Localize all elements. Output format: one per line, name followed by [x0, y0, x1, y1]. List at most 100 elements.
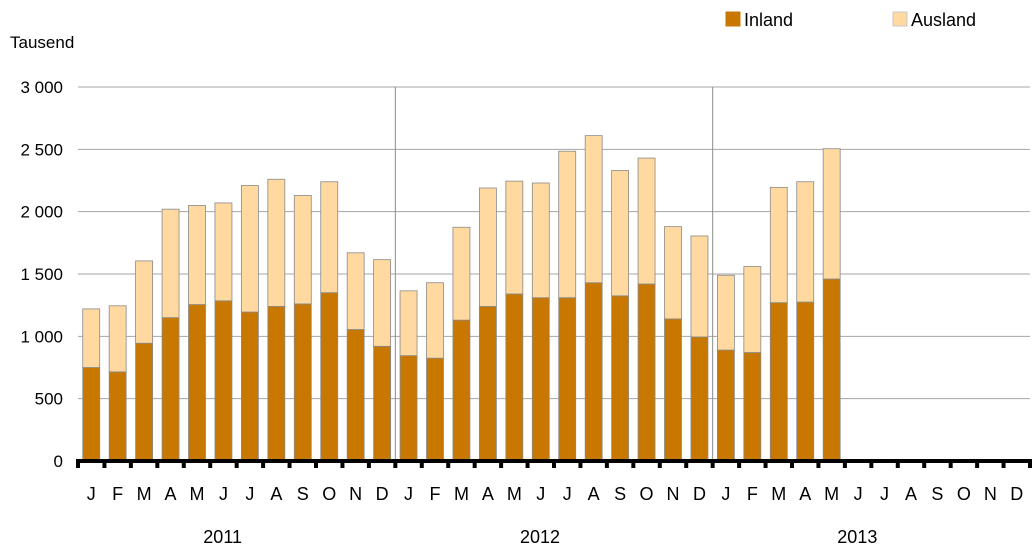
x-tick-label: J — [404, 484, 413, 504]
x-tick-label: J — [880, 484, 889, 504]
bar-ausland — [293, 195, 312, 305]
x-tick-label: J — [219, 484, 228, 504]
bar-inland — [426, 357, 444, 462]
bar-inland — [135, 342, 154, 462]
bar-ausland — [743, 266, 762, 353]
bar-ausland — [716, 274, 735, 351]
bar-inland — [82, 367, 101, 462]
bar-inland — [796, 301, 815, 462]
bar-ausland — [769, 186, 788, 304]
bar-inland — [188, 304, 206, 462]
bar-inland — [320, 292, 339, 462]
bar-inland — [822, 278, 841, 462]
x-tick-label: D — [1010, 484, 1023, 504]
y-axis-label: Tausend — [10, 33, 74, 52]
bar-inland — [267, 306, 286, 462]
bar-ausland — [531, 182, 550, 299]
x-tick-label: O — [640, 484, 654, 504]
bar-ausland — [161, 208, 180, 319]
bar-ausland — [240, 185, 259, 313]
bar-ausland — [558, 150, 577, 299]
x-tick-label: A — [482, 484, 494, 504]
x-tick-label: D — [693, 484, 706, 504]
x-tick-label: F — [112, 484, 123, 504]
x-tick-label: J — [563, 484, 572, 504]
x-tick-label: S — [614, 484, 626, 504]
bar-ausland — [399, 290, 418, 357]
bar-inland — [373, 345, 392, 462]
year-label: 2012 — [520, 527, 560, 547]
bar-inland — [531, 297, 550, 462]
x-tick-label: A — [270, 484, 282, 504]
x-tick-label: A — [165, 484, 177, 504]
legend-label: Inland — [744, 10, 793, 30]
legend-label: Ausland — [911, 10, 976, 30]
legend-swatch — [892, 11, 908, 27]
bar-ausland — [373, 259, 392, 347]
bar-ausland — [108, 305, 127, 373]
bar-ausland — [82, 308, 101, 368]
bar-inland — [584, 282, 603, 462]
x-tick-label: A — [799, 484, 811, 504]
bar-inland — [108, 371, 127, 462]
y-tick-label: 3 000 — [20, 78, 63, 97]
x-tick-label: O — [322, 484, 336, 504]
bar-inland — [611, 295, 630, 462]
y-tick-label: 0 — [54, 452, 63, 471]
bar-inland — [505, 293, 524, 462]
x-tick-label: N — [349, 484, 362, 504]
bar-ausland — [188, 205, 206, 305]
x-tick-label: O — [957, 484, 971, 504]
x-tick-label: J — [245, 484, 254, 504]
bar-ausland — [584, 135, 603, 284]
bar-ausland — [135, 260, 154, 344]
bar-ausland — [214, 202, 233, 302]
x-tick-label: S — [297, 484, 309, 504]
bar-inland — [399, 355, 418, 462]
bar-ausland — [690, 235, 709, 338]
x-tick-label: S — [931, 484, 943, 504]
x-tick-label: J — [854, 484, 863, 504]
bar-inland — [664, 318, 682, 462]
x-tick-label: M — [507, 484, 522, 504]
x-tick-label: N — [667, 484, 680, 504]
x-tick-label: M — [454, 484, 469, 504]
bar-inland — [716, 349, 735, 462]
bar-inland — [214, 300, 233, 462]
y-tick-label: 2 000 — [20, 203, 63, 222]
bar-ausland — [346, 252, 365, 330]
x-tick-label: J — [536, 484, 545, 504]
x-tick-label: M — [824, 484, 839, 504]
year-label: 2011 — [203, 527, 242, 547]
bar-inland — [637, 283, 656, 462]
bar-ausland — [452, 226, 471, 321]
y-tick-label: 1 500 — [20, 265, 63, 284]
bar-ausland — [822, 148, 841, 280]
x-tick-label: J — [721, 484, 730, 504]
x-axis — [76, 459, 1032, 468]
bar-ausland — [505, 180, 524, 295]
gridlines — [78, 86, 1030, 400]
bar-ausland — [611, 170, 630, 297]
bar-ausland — [796, 181, 815, 303]
bar-inland — [161, 317, 180, 462]
x-tick-label: A — [905, 484, 917, 504]
bar-inland — [743, 352, 762, 462]
legend-swatch — [725, 11, 741, 27]
bar-ausland — [426, 282, 444, 359]
y-tick-label: 1 000 — [20, 327, 63, 346]
x-tick-label: F — [430, 484, 441, 504]
bar-ausland — [478, 187, 497, 307]
bar-inland — [558, 297, 577, 462]
bar-inland — [452, 319, 471, 462]
y-axis-ticks: 0 500 1 000 1 500 2 000 2 500 3 000 — [20, 78, 63, 471]
bar-ausland — [320, 181, 339, 294]
bars — [82, 135, 841, 462]
legend: Inland Ausland — [725, 10, 976, 30]
x-tick-label: M — [190, 484, 205, 504]
y-tick-label: 2 500 — [20, 140, 63, 159]
x-tick-label: M — [137, 484, 152, 504]
year-dividers — [394, 87, 714, 461]
